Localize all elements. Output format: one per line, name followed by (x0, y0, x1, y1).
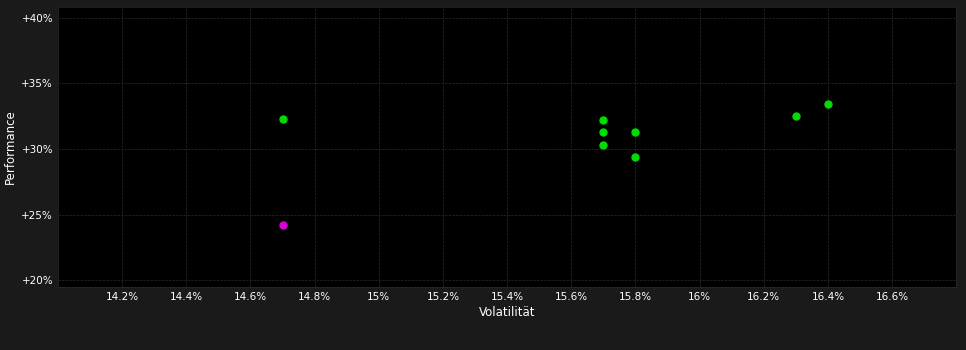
Y-axis label: Performance: Performance (4, 110, 17, 184)
Point (596, 142, 611, 148)
Point (628, 129, 643, 135)
Point (274, 222, 290, 228)
Point (596, 129, 611, 135)
Point (628, 154, 643, 160)
Point (596, 117, 611, 123)
Point (274, 116, 290, 121)
Point (788, 113, 804, 119)
Point (820, 102, 836, 107)
X-axis label: Volatilität: Volatilität (479, 306, 535, 319)
